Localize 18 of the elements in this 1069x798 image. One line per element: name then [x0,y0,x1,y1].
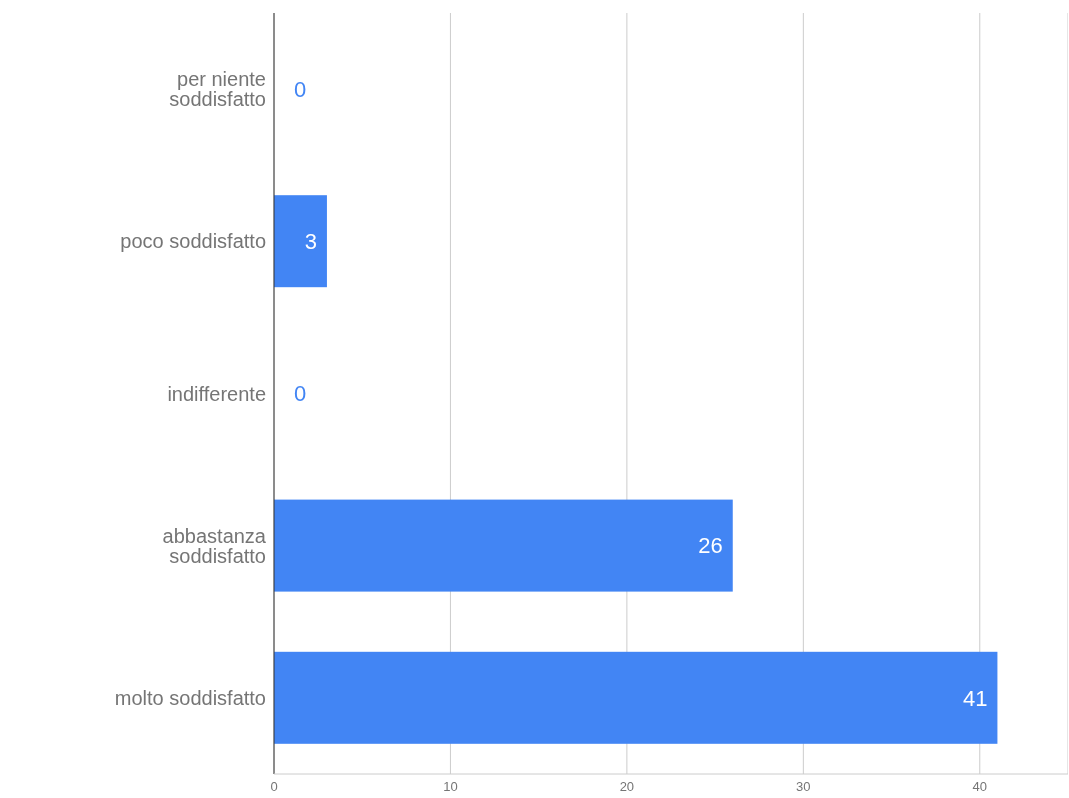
x-tick-label: 30 [796,779,811,795]
y-tick-label: abbastanza soddisfatto [162,524,267,567]
data-label: 41 [962,685,988,711]
data-label: 0 [293,76,307,102]
bar [274,195,327,288]
x-tick-label: 40 [972,779,988,795]
y-tick-label: poco soddisfatto [120,230,266,253]
data-label: 0 [293,381,307,407]
data-label: 3 [304,228,317,254]
bar [274,499,733,592]
y-tick-label: molto soddisfatto [114,686,266,709]
x-tick-label: 10 [443,779,458,795]
bar [274,651,998,744]
y-tick-label: indifferente [167,382,266,405]
x-tick-label: 20 [619,779,635,795]
y-tick-label: per niente soddisfatto [169,68,266,111]
x-tick-label: 0 [270,779,278,795]
data-label: 26 [698,533,723,559]
